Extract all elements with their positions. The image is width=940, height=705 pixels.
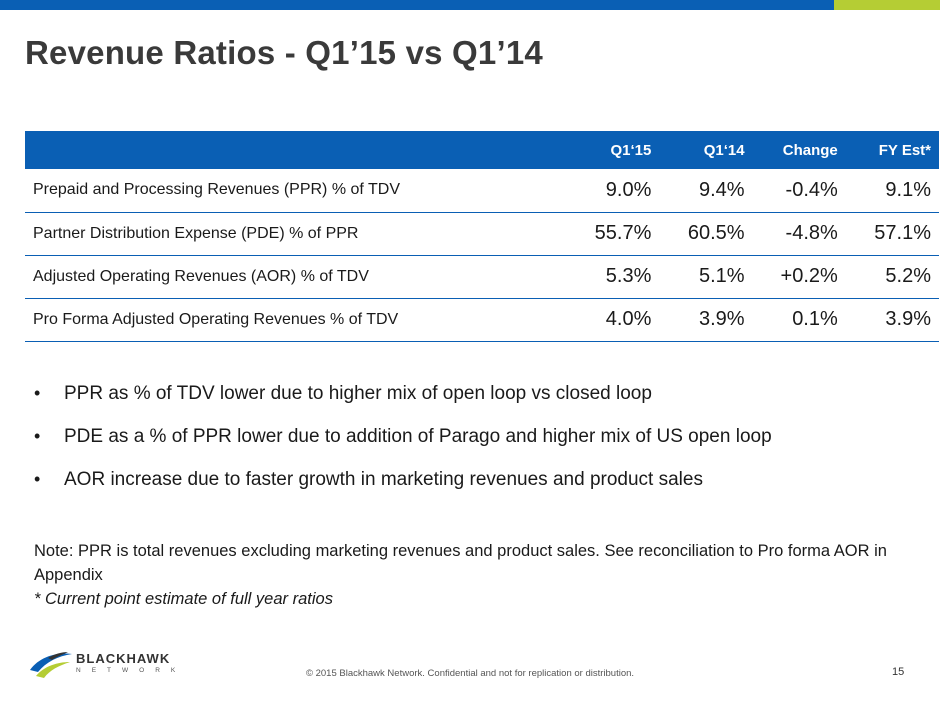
- bullet-icon: •: [34, 383, 41, 403]
- cell-fy-est: 3.9%: [885, 308, 931, 330]
- header-q1-14: Q1‘14: [703, 141, 745, 159]
- blackhawk-swoosh-icon: [30, 652, 72, 678]
- table-row: Pro Forma Adjusted Operating Revenues % …: [25, 298, 939, 341]
- header-change: Change: [782, 141, 838, 159]
- note-text: Note: PPR is total revenues excluding ma…: [34, 542, 887, 584]
- note-block: Note: PPR is total revenues excluding ma…: [34, 539, 914, 611]
- cell-change: +0.2%: [780, 265, 838, 287]
- row-label: Pro Forma Adjusted Operating Revenues % …: [33, 310, 399, 328]
- header-q1-15: Q1‘15: [610, 141, 652, 159]
- company-logo: BLACKHAWK NETWORK: [28, 646, 178, 686]
- row-label: Partner Distribution Expense (PDE) % of …: [33, 224, 359, 242]
- page-number: 15: [892, 666, 905, 678]
- footer-copyright: © 2015 Blackhawk Network. Confidential a…: [305, 668, 635, 679]
- cell-q1-14: 9.4%: [698, 178, 745, 201]
- bullet-text: PPR as % of TDV lower due to higher mix …: [64, 382, 652, 404]
- cell-q1-14: 60.5%: [687, 222, 745, 244]
- cell-change: 0.1%: [792, 308, 838, 330]
- bullet-list: • PPR as % of TDV lower due to higher mi…: [34, 372, 772, 501]
- cell-q1-15: 4.0%: [605, 308, 652, 330]
- list-item: • PPR as % of TDV lower due to higher mi…: [34, 372, 772, 415]
- top-bar-blue: [0, 0, 834, 10]
- cell-change: -4.8%: [785, 222, 838, 244]
- cell-q1-15: 5.3%: [605, 265, 652, 287]
- cell-q1-15: 55.7%: [594, 222, 652, 244]
- revenue-ratios-table: Q1‘15 Q1‘14 Change FY Est* Prepaid and P…: [25, 131, 939, 342]
- table-header-row: Q1‘15 Q1‘14 Change FY Est*: [25, 131, 939, 169]
- row-label: Adjusted Operating Revenues (AOR) % of T…: [33, 267, 369, 285]
- cell-q1-14: 5.1%: [698, 265, 745, 287]
- slide-title: Revenue Ratios - Q1’15 vs Q1’14: [25, 34, 543, 71]
- list-item: • PDE as a % of PPR lower due to additio…: [34, 415, 772, 458]
- logo-subtext: NETWORK: [76, 667, 187, 674]
- table-row: Adjusted Operating Revenues (AOR) % of T…: [25, 255, 939, 298]
- top-color-bar: [0, 0, 940, 10]
- header-fy-est: FY Est*: [878, 141, 931, 159]
- top-bar-green: [834, 0, 940, 10]
- cell-q1-15: 9.0%: [605, 178, 652, 201]
- row-label: Prepaid and Processing Revenues (PPR) % …: [33, 181, 400, 199]
- bullet-text: PDE as a % of PPR lower due to addition …: [64, 425, 772, 447]
- bullet-icon: •: [34, 469, 41, 489]
- cell-fy-est: 9.1%: [885, 178, 931, 201]
- cell-q1-14: 3.9%: [698, 308, 745, 330]
- bullet-icon: •: [34, 426, 41, 446]
- table-row: Prepaid and Processing Revenues (PPR) % …: [25, 169, 939, 212]
- cell-fy-est: 57.1%: [874, 222, 931, 244]
- header-label-cell: [25, 131, 566, 169]
- table-row: Partner Distribution Expense (PDE) % of …: [25, 212, 939, 255]
- cell-change: -0.4%: [785, 178, 838, 201]
- list-item: • AOR increase due to faster growth in m…: [34, 458, 772, 501]
- logo-wordmark: BLACKHAWK: [76, 651, 171, 666]
- footnote-text: * Current point estimate of full year ra…: [34, 590, 333, 608]
- bullet-text: AOR increase due to faster growth in mar…: [64, 468, 703, 490]
- cell-fy-est: 5.2%: [885, 265, 931, 287]
